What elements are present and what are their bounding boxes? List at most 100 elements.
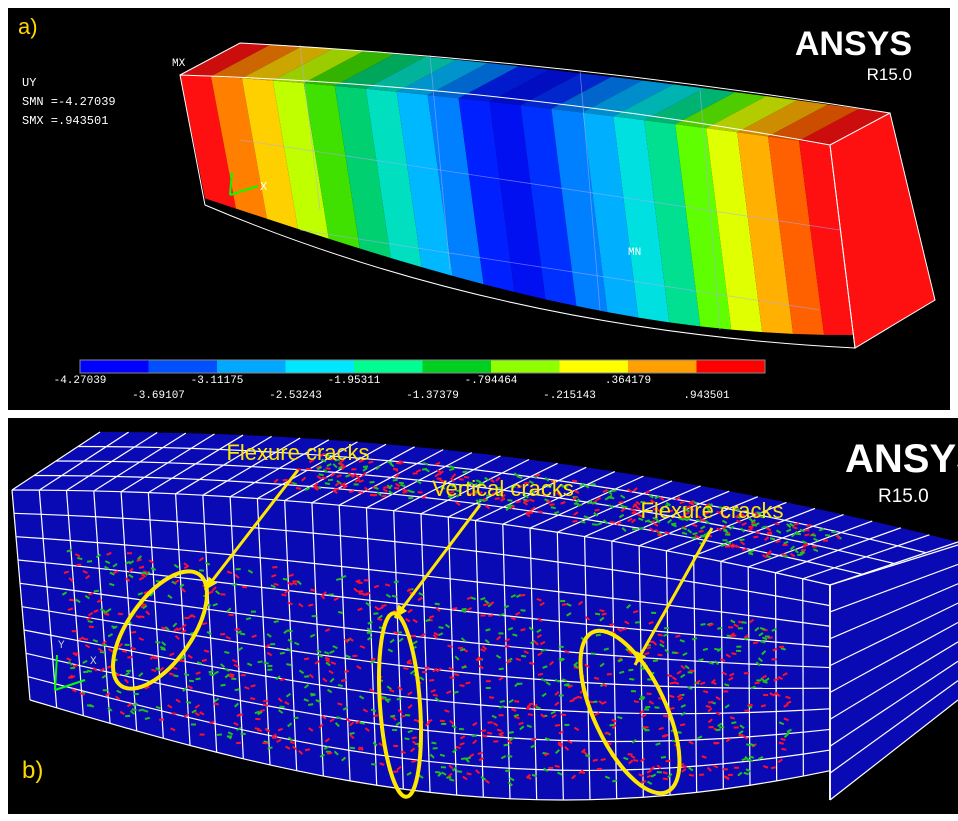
info-line: SMX =.943501 [22,114,108,128]
colorbar-swatch [560,360,629,373]
colorbar-swatch [491,360,560,373]
crack [772,658,777,660]
crack [227,735,232,737]
crack [386,699,391,701]
crack [605,732,610,734]
version: R15.0 [867,65,912,84]
colorbar-swatch [423,360,492,373]
figure: -4.27039-3.11175-1.95311-.794464.364179-… [0,0,958,821]
crack [411,635,416,637]
crack [644,726,649,728]
legend-value: -4.27039 [54,375,107,387]
mesh-line [94,491,121,492]
crack [691,537,696,539]
crack [801,549,806,551]
crack [723,768,728,770]
crack [779,646,784,648]
crack [235,628,240,630]
mesh-line [695,687,722,688]
crack [393,745,398,747]
crack [564,724,569,726]
crack [823,540,828,542]
version: R15.0 [878,486,929,507]
mesh-line [135,447,163,448]
annotation: Vertical cracks [432,476,574,501]
crack [734,726,739,728]
crack [591,483,596,485]
crack [756,679,761,681]
marker: MX [172,58,186,70]
crack [716,729,721,731]
crack [236,568,241,570]
crack [407,662,412,664]
crack [363,594,368,596]
crack [560,600,565,602]
crack [134,693,139,695]
colorbar-swatch [354,360,423,373]
crack [486,687,491,689]
crack [141,572,146,574]
crack [352,655,357,657]
crack [738,627,743,629]
crack [635,621,640,623]
crack [422,671,427,673]
crack [699,774,704,776]
crack [351,468,356,470]
axis-label: X [260,180,267,194]
crack [267,665,272,667]
crack [373,612,378,614]
mesh-line [616,769,643,770]
crack [241,674,246,676]
crack [424,667,429,669]
colorbar-swatch [80,360,149,373]
crack [125,644,130,646]
mesh-line [112,461,140,462]
mesh-line [163,448,191,449]
crack [413,472,418,474]
crack [736,646,741,648]
crack [171,712,176,714]
crack [102,644,107,646]
crack [728,626,733,628]
legend-value: -.794464 [465,375,518,387]
legend-value: -1.95311 [328,375,381,387]
crack [548,767,553,769]
axis-label: X [90,656,97,668]
mesh-line [536,770,563,771]
crack [597,768,602,770]
crack [231,678,236,680]
crack [180,660,185,662]
info-line: UY [22,76,36,90]
crack [279,706,284,708]
crack [709,726,714,728]
crack [607,673,612,675]
crack [736,650,741,652]
crack [631,690,636,692]
crack [241,733,246,735]
crack [72,630,77,632]
colorbar-swatch [286,360,355,373]
crack [200,733,205,735]
crack [220,593,225,595]
crack [127,552,132,554]
marker: MN [628,247,641,259]
crack [322,477,327,479]
crack [441,766,446,768]
mesh-line [562,740,589,741]
crack [312,615,317,617]
colorbar-swatch [628,360,697,373]
annotation: Flexure cracks [226,440,369,465]
crack [270,643,275,645]
crack [334,488,339,490]
legend-value: .943501 [683,390,730,402]
crack [89,626,94,628]
crack [644,729,649,731]
crack [354,483,359,485]
logo: ANSYS [795,25,912,63]
mesh-line [89,476,117,477]
crack [831,531,836,533]
crack [498,632,503,634]
crack [744,709,749,711]
crack [644,708,649,710]
crack [103,689,108,691]
